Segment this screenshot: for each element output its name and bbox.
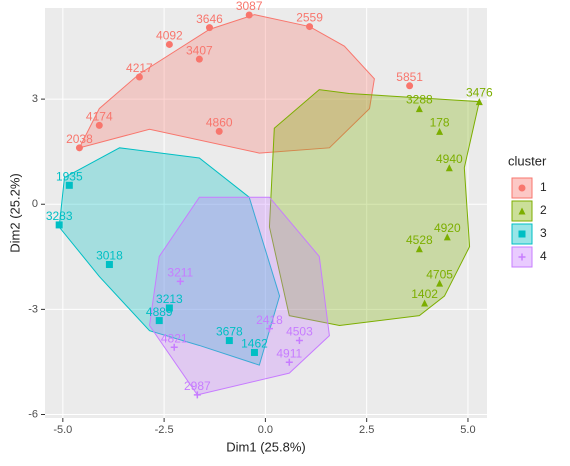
point-label: 3018 (96, 249, 123, 263)
point-label: 4705 (426, 267, 453, 281)
point-label: 3213 (156, 292, 183, 306)
point-label: 4503 (286, 325, 313, 339)
legend-label: 1 (540, 180, 547, 194)
point (135, 73, 143, 81)
point (105, 261, 113, 269)
point-label: 178 (430, 116, 450, 130)
y-tick-label: -6 (28, 408, 38, 420)
point (415, 105, 423, 113)
x-tick-label: -2.5 (155, 424, 174, 436)
y-tick-label: -3 (28, 303, 38, 315)
x-axis-title: Dim1 (25.8%) (226, 439, 305, 454)
legend-symbol (518, 207, 526, 215)
legend-label: 4 (540, 249, 547, 263)
x-tick-label: -5.0 (53, 424, 72, 436)
point-label: 3476 (466, 86, 493, 100)
point-label: 4911 (276, 346, 302, 360)
point (415, 245, 423, 253)
point (436, 127, 444, 135)
cluster-hull (58, 147, 281, 366)
point (55, 221, 63, 229)
point (65, 181, 73, 189)
point-label: 5851 (396, 70, 423, 84)
y-tick-label: 3 (32, 93, 38, 105)
point-label: 3211 (167, 266, 193, 280)
legend-title: cluster (508, 153, 547, 168)
point (193, 391, 201, 399)
point-label: 4174 (86, 110, 113, 124)
point-label: 4217 (126, 61, 153, 75)
point-label: 4860 (206, 116, 233, 130)
legend-symbol (518, 253, 526, 261)
plot-panel (45, 8, 487, 418)
point (165, 304, 173, 312)
point-label: 2987 (184, 379, 211, 393)
point-label: 1402 (411, 287, 438, 301)
point-label: 4092 (156, 29, 183, 43)
point (176, 277, 184, 285)
point (75, 144, 83, 152)
point (421, 299, 429, 307)
point-label: 4940 (436, 152, 463, 166)
point-label: 3407 (186, 43, 213, 57)
point (245, 11, 253, 19)
point (95, 121, 103, 129)
point (436, 279, 444, 287)
point-label: 1462 (241, 337, 268, 351)
legend-label: 2 (540, 203, 547, 217)
x-tick-label: 0.0 (258, 424, 273, 436)
point (406, 82, 414, 90)
point (285, 358, 293, 366)
point (265, 325, 273, 333)
legend-label: 3 (540, 226, 547, 240)
point (215, 127, 223, 135)
point (445, 164, 453, 172)
point-label: 3087 (236, 0, 263, 13)
point (306, 23, 314, 31)
point (443, 233, 451, 241)
point (295, 337, 303, 345)
point-label: 3678 (216, 325, 243, 339)
x-tick-label: 5.0 (460, 424, 475, 436)
point-label: 3646 (196, 12, 223, 26)
x-tick-label: 2.5 (359, 424, 374, 436)
point (250, 348, 258, 356)
point (225, 337, 233, 345)
y-axis-title: Dim2 (25.2%) (7, 173, 22, 252)
point-label: 3288 (406, 93, 433, 107)
point-label: 4920 (434, 221, 461, 235)
point (165, 40, 173, 48)
point (195, 55, 203, 63)
point (475, 98, 483, 106)
point (205, 24, 213, 32)
point-label: 2418 (256, 313, 283, 327)
point-label: 3283 (46, 209, 73, 223)
point-label: 2038 (66, 132, 93, 146)
point-label: 4528 (406, 233, 433, 247)
cluster-hull (149, 196, 330, 396)
point (155, 317, 163, 325)
legend-symbol (518, 184, 526, 192)
point (170, 343, 178, 351)
legend-symbol (518, 230, 526, 238)
y-tick-label: 0 (32, 198, 38, 210)
point-label: 2559 (296, 11, 323, 25)
cluster-hull (268, 89, 480, 326)
point-label: 4821 (161, 331, 188, 345)
point-label: 1935 (56, 169, 83, 183)
